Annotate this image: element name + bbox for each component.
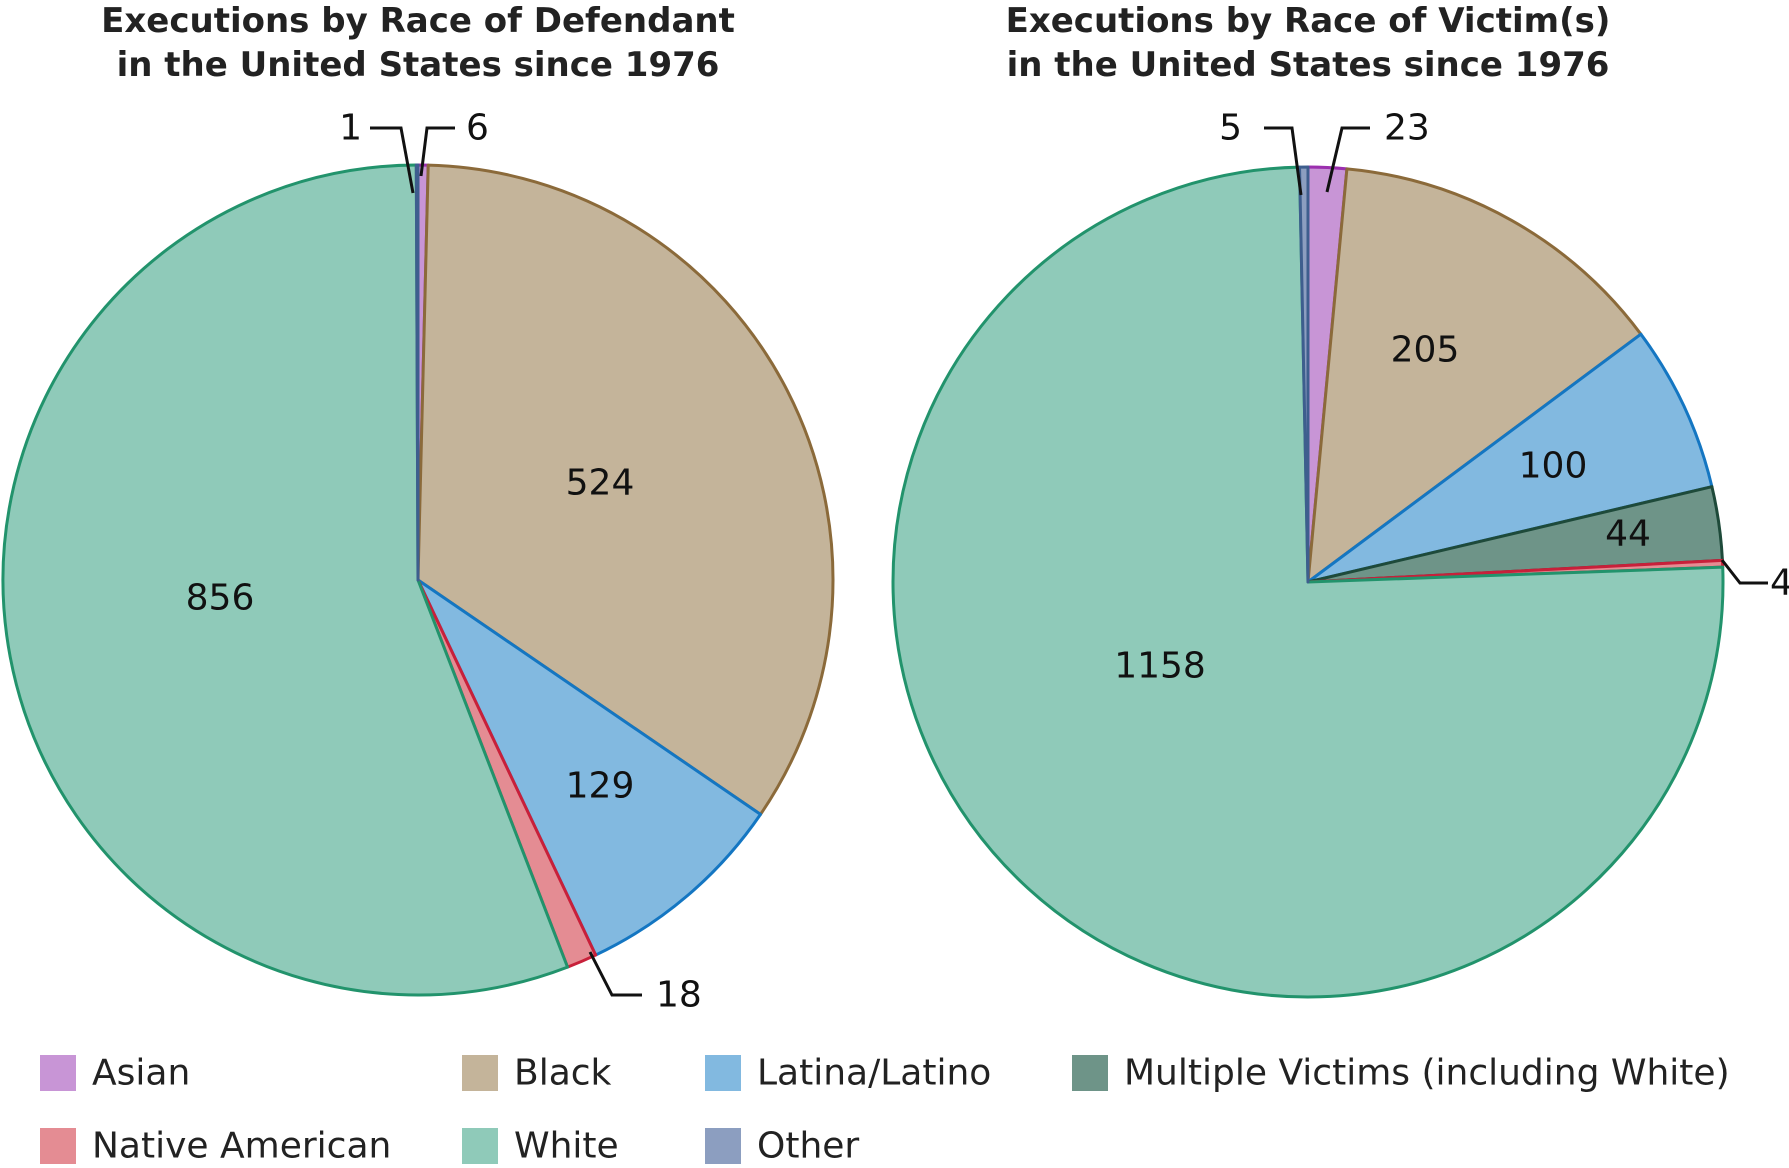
legend-item-multiple-victims-including-white: Multiple Victims (including White): [1072, 1053, 1730, 1094]
data-label-multiple-victims-including-white: 44: [1605, 514, 1651, 555]
legend-swatch: [705, 1055, 741, 1091]
leader-line-asian: [419, 126, 455, 177]
data-label-black: 524: [566, 463, 635, 504]
legend-item-black: Black: [462, 1053, 612, 1094]
legend: Asian Black Latina/Latino Multiple Victims …: [40, 1053, 1730, 1167]
pie-slice-latina-latino: [416, 578, 762, 957]
chart-title-line: Executions by Race of Defendant: [101, 1, 735, 41]
chart-title-line: in the United States since 1976: [117, 45, 720, 85]
data-label-black: 205: [1391, 330, 1460, 371]
data-label-latina-latino: 129: [566, 766, 635, 807]
data-label-asian: 6: [466, 108, 489, 149]
data-label-asian: 23: [1384, 108, 1430, 149]
legend-swatch: [1072, 1055, 1108, 1091]
legend-label: Asian: [92, 1053, 190, 1094]
legend-label: Latina/Latino: [757, 1053, 991, 1094]
chart-title-line: Executions by Race of Victim(s): [1006, 1, 1611, 41]
legend-swatch: [462, 1128, 498, 1164]
legend-swatch: [462, 1055, 498, 1091]
pie-slice-other: [1298, 165, 1310, 584]
legend-item-other: Other: [705, 1126, 859, 1167]
legend-item-white: White: [462, 1126, 619, 1167]
pie-chart-2: Executions by Race of Victim(s)in the Un…: [891, 1, 1789, 999]
legend-label: White: [514, 1126, 619, 1167]
data-label-other: 1: [339, 108, 362, 149]
pie-slice-black: [1306, 167, 1643, 584]
leader-line-asian: [1325, 126, 1370, 193]
data-label-native-american: 4: [1770, 563, 1789, 604]
legend-swatch: [40, 1128, 76, 1164]
pie-slice-latina-latino: [1306, 332, 1714, 584]
legend-item-native-american: Native American: [40, 1126, 391, 1167]
data-label-latina-latino: 100: [1519, 446, 1588, 487]
pie-slice-other: [414, 163, 420, 582]
legend-item-asian: Asian: [40, 1053, 190, 1094]
legend-label: Other: [757, 1126, 859, 1167]
legend-item-latina-latino: Latina/Latino: [705, 1053, 991, 1094]
legend-label: Multiple Victims (including White): [1124, 1053, 1730, 1094]
leader-line-other: [370, 126, 415, 194]
legend-label: Native American: [92, 1126, 391, 1167]
chart-title-line: in the United States since 1976: [1007, 45, 1610, 85]
leader-line-native-american: [588, 951, 642, 997]
pie-slice-white: [1, 163, 570, 997]
data-label-white: 1158: [1114, 646, 1206, 687]
legend-label: Black: [514, 1053, 612, 1094]
data-label-other: 5: [1219, 108, 1242, 149]
legend-swatch: [705, 1128, 741, 1164]
data-label-white: 856: [186, 578, 255, 619]
pie-slice-black: [416, 163, 835, 816]
legend-swatch: [40, 1055, 76, 1091]
leader-line-other: [1264, 126, 1303, 196]
leader-line-native-american: [1720, 559, 1768, 585]
data-label-native-american: 18: [656, 975, 702, 1016]
